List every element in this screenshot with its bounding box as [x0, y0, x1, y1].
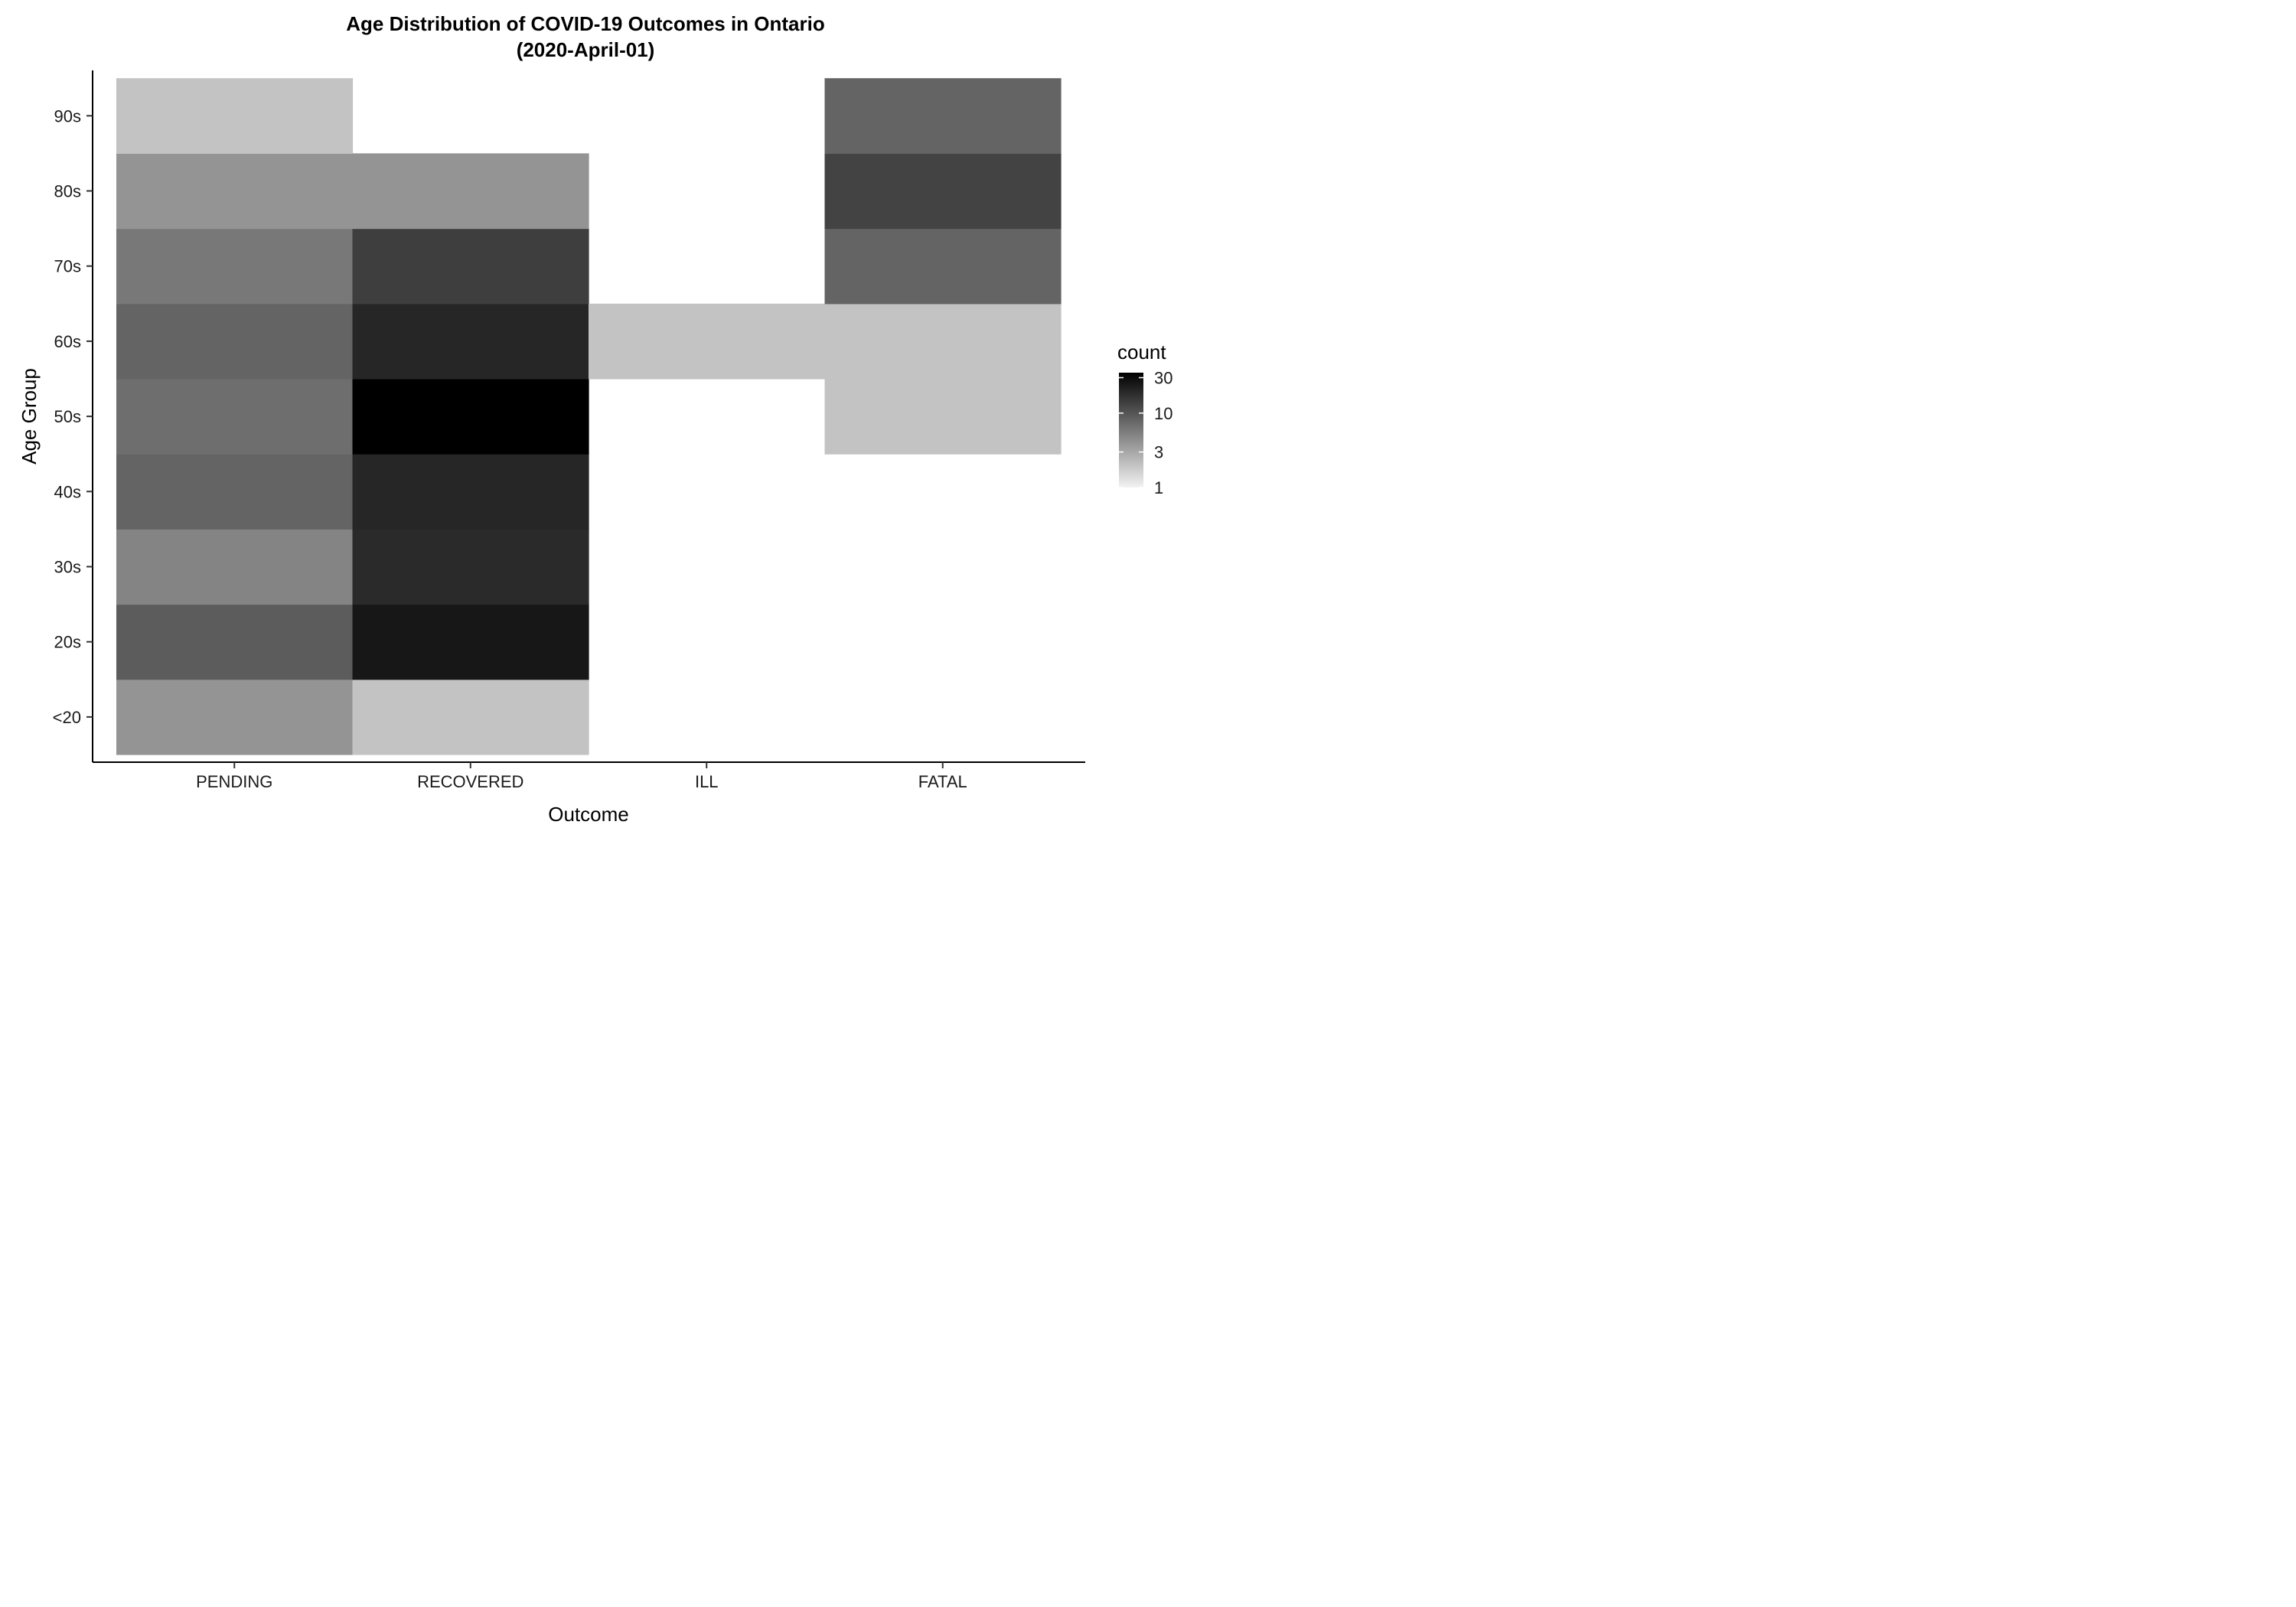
y-tick-label: 90s — [54, 106, 81, 125]
x-axis-ticks: PENDING RECOVERED ILL FATAL — [196, 762, 967, 791]
x-tick-label: PENDING — [196, 772, 272, 791]
legend-tick-label: 3 — [1154, 443, 1163, 462]
heatmap-cell — [116, 78, 354, 154]
heatmap-cell — [116, 153, 354, 230]
heatmap-cell — [824, 153, 1062, 230]
heatmap-cell — [352, 303, 589, 380]
heatmap-cell — [116, 529, 354, 605]
heatmap-cell — [352, 679, 589, 755]
y-tick-label: 40s — [54, 482, 81, 501]
heatmap-cell — [824, 78, 1062, 154]
heatmap-cell — [589, 303, 826, 380]
x-tick-label: ILL — [695, 772, 719, 791]
y-tick-label: <20 — [53, 708, 81, 727]
heatmap-cell — [824, 228, 1062, 305]
heatmap-cell — [116, 604, 354, 680]
legend-tick-label: 30 — [1154, 369, 1172, 388]
heatmap-cell — [824, 379, 1062, 455]
y-tick-label: 30s — [54, 558, 81, 577]
y-tick-label: 20s — [54, 633, 81, 652]
heatmap-cell — [116, 679, 354, 755]
heatmap-cells — [116, 78, 1062, 755]
heatmap-cell — [116, 303, 354, 380]
heatmap-cell — [352, 529, 589, 605]
chart-subtitle: (2020-April-01) — [517, 38, 655, 61]
y-tick-label: 60s — [54, 332, 81, 351]
heatmap-cell — [116, 454, 354, 530]
heatmap-chart: PENDING RECOVERED ILL FATAL <20 20s 30s 40s 50s… — [18, 12, 1172, 826]
x-axis-title: Outcome — [548, 803, 629, 826]
legend-colorbar — [1119, 373, 1143, 487]
legend: count 1 3 10 30 — [1117, 341, 1172, 497]
y-tick-label: 80s — [54, 182, 81, 201]
heatmap-cell — [352, 228, 589, 305]
heatmap-cell — [352, 454, 589, 530]
heatmap-cell — [116, 228, 354, 305]
legend-title: count — [1117, 341, 1166, 363]
y-tick-label: 50s — [54, 407, 81, 426]
x-tick-label: RECOVERED — [417, 772, 523, 791]
x-tick-label: FATAL — [918, 772, 967, 791]
heatmap-cell — [352, 379, 589, 455]
legend-tick-label: 10 — [1154, 404, 1172, 423]
heatmap-cell — [824, 303, 1062, 380]
chart-title: Age Distribution of COVID-19 Outcomes in… — [346, 12, 825, 35]
y-tick-label: 70s — [54, 257, 81, 276]
y-axis-title: Age Group — [18, 368, 41, 464]
legend-ticks: 1 3 10 30 — [1119, 369, 1172, 497]
heatmap-cell — [116, 379, 354, 455]
heatmap-cell — [352, 153, 589, 230]
heatmap-cell — [352, 604, 589, 680]
legend-tick-label: 1 — [1154, 478, 1163, 497]
y-axis-ticks: <20 20s 30s 40s 50s 60s 70s 80s 90s — [53, 106, 93, 727]
